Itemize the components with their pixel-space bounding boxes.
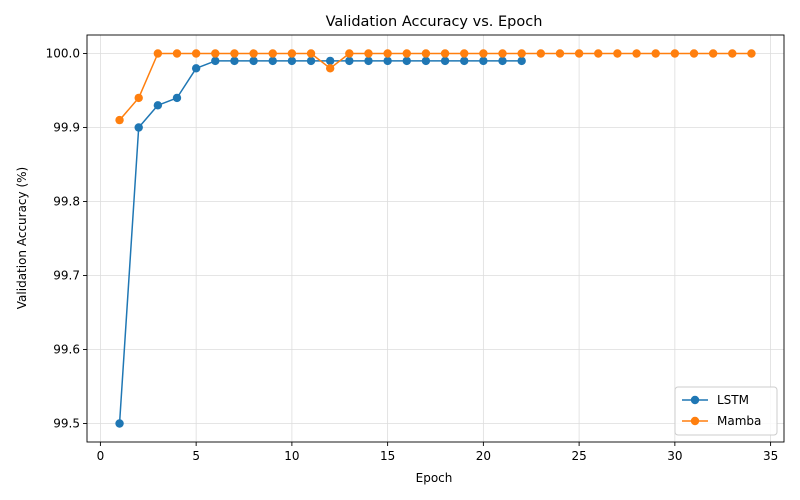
y-tick-label: 99.7 bbox=[53, 269, 80, 283]
legend-label: Mamba bbox=[717, 414, 761, 428]
x-tick-label: 30 bbox=[667, 449, 682, 463]
data-point-mamba bbox=[153, 49, 163, 58]
data-point-lstm bbox=[249, 56, 258, 66]
legend: LSTM Mamba bbox=[674, 386, 778, 436]
data-point-mamba bbox=[345, 49, 354, 58]
x-axis-label: Epoch bbox=[416, 471, 453, 485]
data-point-lstm bbox=[364, 56, 373, 66]
data-point-mamba bbox=[708, 49, 718, 58]
data-point-mamba bbox=[364, 49, 373, 58]
data-point-lstm bbox=[517, 56, 526, 66]
data-point-mamba bbox=[383, 49, 392, 58]
data-point-mamba bbox=[421, 49, 431, 58]
data-point-lstm bbox=[211, 56, 220, 66]
data-point-mamba bbox=[230, 49, 239, 58]
data-point-lstm bbox=[383, 56, 392, 66]
series-line-mamba bbox=[118, 52, 752, 121]
series-mamba bbox=[115, 49, 756, 125]
data-point-mamba bbox=[306, 49, 316, 58]
data-point-mamba bbox=[479, 49, 488, 58]
data-point-mamba bbox=[172, 49, 182, 58]
data-point-mamba bbox=[402, 49, 411, 58]
data-point-mamba bbox=[268, 49, 277, 58]
data-point-lstm bbox=[134, 123, 143, 132]
data-point-lstm bbox=[191, 64, 201, 73]
data-point-lstm bbox=[421, 56, 431, 66]
data-point-mamba bbox=[134, 93, 143, 103]
data-point-lstm bbox=[345, 56, 354, 66]
data-point-mamba bbox=[747, 49, 756, 58]
legend-entry-lstm: LSTM bbox=[682, 393, 749, 407]
y-axis-label: Validation Accuracy (%) bbox=[15, 167, 29, 309]
data-point-mamba bbox=[728, 49, 737, 58]
x-tick-label: 20 bbox=[476, 449, 491, 463]
data-point-mamba bbox=[191, 49, 201, 58]
data-point-lstm bbox=[230, 56, 239, 66]
data-point-mamba bbox=[632, 49, 641, 58]
data-point-lstm bbox=[172, 93, 182, 103]
data-point-lstm bbox=[115, 419, 124, 428]
legend-marker-swatch bbox=[690, 416, 700, 426]
data-point-mamba bbox=[574, 49, 584, 58]
data-point-lstm bbox=[460, 56, 469, 66]
y-tick-label: 99.9 bbox=[53, 121, 80, 135]
data-point-mamba bbox=[594, 49, 603, 58]
y-tick-label: 100.0 bbox=[46, 47, 80, 61]
data-point-mamba bbox=[536, 49, 546, 58]
x-tick-label: 10 bbox=[284, 449, 299, 463]
y-tick-label: 99.8 bbox=[53, 195, 80, 209]
data-point-mamba bbox=[249, 49, 258, 58]
x-tick-label: 0 bbox=[97, 449, 105, 463]
data-point-mamba bbox=[440, 49, 450, 58]
data-point-mamba bbox=[211, 49, 220, 58]
data-point-mamba bbox=[670, 49, 680, 58]
legend-entry-mamba: Mamba bbox=[682, 414, 761, 428]
y-axis-ticks: 99.5 99.6 99.7 99.8 99.9 100.0 bbox=[46, 47, 87, 431]
x-axis-ticks: 0 5 10 15 20 25 30 35 bbox=[97, 442, 778, 463]
legend-label: LSTM bbox=[717, 393, 749, 407]
data-point-lstm bbox=[402, 56, 411, 66]
data-point-lstm bbox=[498, 56, 507, 66]
data-point-lstm bbox=[325, 56, 335, 66]
legend-marker-swatch bbox=[690, 395, 700, 405]
data-point-mamba bbox=[460, 49, 469, 58]
data-point-mamba bbox=[325, 64, 335, 73]
data-point-lstm bbox=[268, 56, 277, 66]
data-point-mamba bbox=[555, 49, 565, 58]
data-point-lstm bbox=[287, 56, 297, 66]
series-layer bbox=[115, 49, 756, 428]
chart-title: Validation Accuracy vs. Epoch bbox=[326, 14, 543, 30]
data-point-lstm bbox=[440, 56, 450, 66]
y-tick-label: 99.5 bbox=[53, 417, 80, 431]
data-point-mamba bbox=[115, 115, 124, 125]
x-tick-label: 5 bbox=[192, 449, 200, 463]
x-tick-label: 35 bbox=[763, 449, 778, 463]
data-point-mamba bbox=[517, 49, 526, 58]
x-tick-label: 15 bbox=[380, 449, 395, 463]
data-point-mamba bbox=[498, 49, 507, 58]
x-tick-label: 25 bbox=[571, 449, 586, 463]
plot-frame bbox=[86, 34, 785, 443]
data-point-mamba bbox=[651, 49, 660, 58]
data-point-lstm bbox=[479, 56, 488, 66]
data-point-mamba bbox=[287, 49, 297, 58]
data-point-lstm bbox=[306, 56, 316, 66]
legend-box bbox=[674, 386, 778, 436]
data-point-mamba bbox=[689, 49, 699, 58]
y-tick-label: 99.6 bbox=[53, 343, 80, 357]
data-point-mamba bbox=[613, 49, 622, 58]
data-point-lstm bbox=[153, 101, 163, 110]
